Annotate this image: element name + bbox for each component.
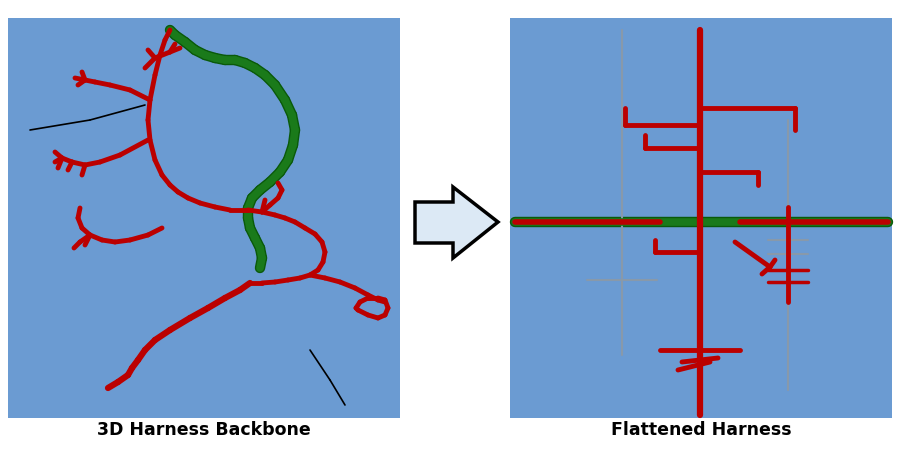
Polygon shape <box>415 187 498 258</box>
Text: Flattened Harness: Flattened Harness <box>611 421 791 439</box>
Text: 3D Harness Backbone: 3D Harness Backbone <box>97 421 310 439</box>
Bar <box>8 18 400 418</box>
Bar <box>510 18 892 418</box>
